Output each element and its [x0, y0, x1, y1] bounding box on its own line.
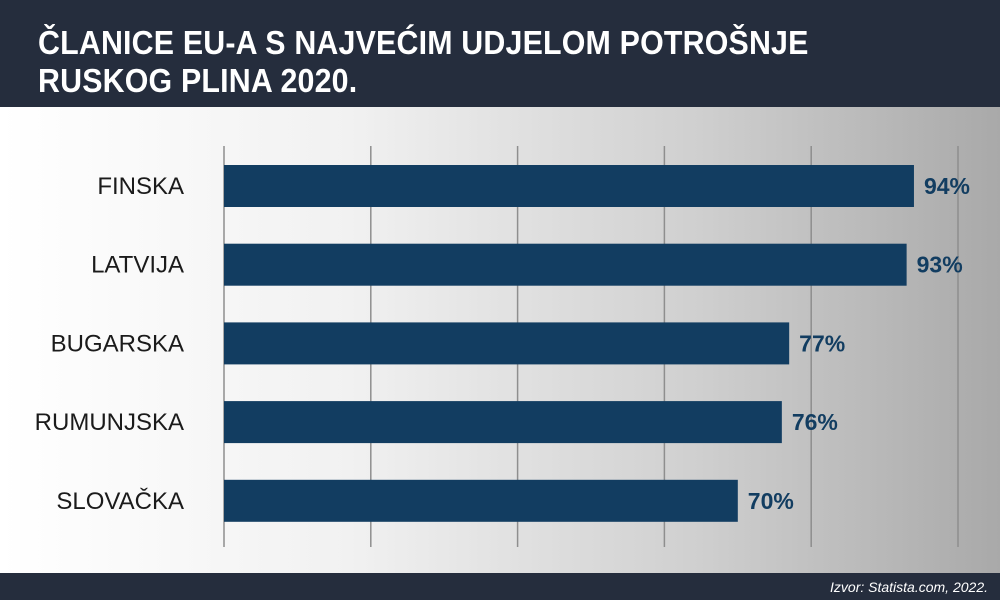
category-labels: FINSKA LATVIJA BUGARSKA RUMUNJSKA SLOVAČKA: [35, 173, 184, 515]
value-label-rumunjska: 76%: [792, 409, 838, 435]
chart-title: ČLANICE EU-A S NAJVEĆIM UDJELOM POTROŠNJ…: [38, 24, 809, 99]
bar-finska: [224, 165, 914, 207]
category-label-bugarska: BUGARSKA: [51, 330, 184, 357]
bar-bugarska: [224, 322, 790, 365]
source-note: Izvor: Statista.com, 2022.: [830, 579, 988, 595]
category-label-latvija: LATVIJA: [91, 252, 184, 279]
category-label-rumunjska: RUMUNJSKA: [35, 409, 184, 436]
bars: [224, 165, 914, 522]
header-bar: ČLANICE EU-A S NAJVEĆIM UDJELOM POTROŠNJ…: [0, 0, 1000, 107]
category-label-finska: FINSKA: [97, 173, 184, 200]
value-labels: 94% 93% 77% 76% 70%: [748, 173, 970, 514]
footer-bar: Izvor: Statista.com, 2022.: [0, 573, 1000, 600]
bar-slovačka: [224, 479, 738, 522]
bar-rumunjska: [224, 401, 782, 444]
value-label-slovačka: 70%: [748, 488, 794, 514]
value-label-bugarska: 77%: [799, 330, 845, 356]
category-label-slovačka: SLOVAČKA: [56, 487, 184, 515]
bar-latvija: [224, 243, 907, 286]
value-label-latvija: 93%: [917, 252, 963, 278]
value-label-finska: 94%: [924, 173, 970, 199]
